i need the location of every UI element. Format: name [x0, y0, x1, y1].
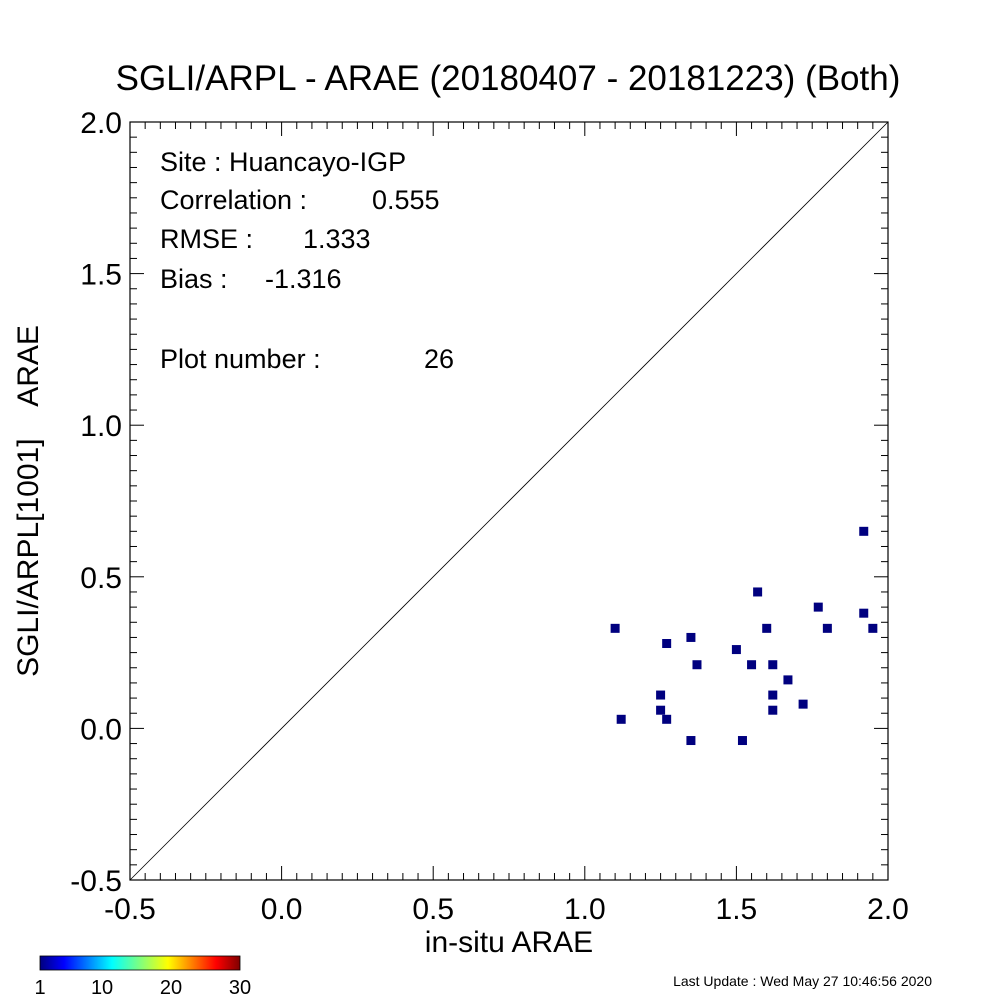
colorbar-tick-label: 1 — [34, 977, 45, 999]
x-tick-label: 0.5 — [412, 893, 454, 926]
data-point — [753, 587, 763, 597]
last-update: Last Update : Wed May 27 10:46:56 2020 — [673, 973, 932, 989]
data-point — [731, 645, 741, 655]
data-point — [768, 690, 778, 700]
bias-label: Bias : — [160, 264, 228, 294]
y-tick-label: 2.0 — [80, 107, 122, 140]
plot-number-label: Plot number : — [160, 344, 321, 374]
data-point — [768, 660, 778, 670]
data-point — [616, 714, 626, 724]
y-tick-label: 0.5 — [80, 562, 122, 595]
y-tick-label: 1.0 — [80, 410, 122, 443]
x-tick-label: 1.0 — [564, 893, 606, 926]
data-point — [656, 690, 666, 700]
x-tick-label: 2.0 — [867, 893, 909, 926]
data-point — [868, 623, 878, 633]
data-point — [747, 660, 757, 670]
stats-annotation: Site : Huancayo-IGP Correlation : 0.555 … — [160, 147, 454, 374]
data-point — [813, 602, 823, 612]
colorbar — [39, 955, 241, 971]
data-point — [656, 705, 666, 715]
colorbar-tick-labels: 1 10 20 30 — [34, 977, 251, 999]
correlation-label: Correlation : — [160, 185, 307, 215]
y-axis-label: SGLI/ARPL[1001] ARAE — [12, 325, 45, 677]
colorbar-tick-label: 10 — [91, 977, 113, 999]
y-tick-label: -0.5 — [70, 865, 122, 898]
data-point — [662, 639, 672, 649]
data-point — [610, 623, 620, 633]
data-point — [768, 705, 778, 715]
data-point — [686, 632, 696, 642]
x-tick-label: 1.5 — [716, 893, 758, 926]
colorbar-tick-label: 20 — [160, 977, 182, 999]
rmse-value: 1.333 — [303, 224, 371, 254]
colorbar-tick-label: 30 — [229, 977, 251, 999]
x-axis-label: in-situ ARAE — [425, 926, 593, 959]
data-point — [859, 608, 869, 618]
correlation-value: 0.555 — [372, 185, 440, 215]
data-point — [662, 714, 672, 724]
data-points — [610, 526, 878, 746]
data-point — [798, 699, 808, 709]
data-point — [686, 736, 696, 746]
one-to-one-line — [129, 121, 889, 881]
data-point — [822, 623, 832, 633]
plot-number-value: 26 — [424, 344, 454, 374]
x-tick-labels: -0.5 0.0 0.5 1.0 1.5 2.0 — [104, 893, 909, 926]
bias-value: -1.316 — [265, 264, 342, 294]
data-point — [859, 526, 869, 536]
chart-title: SGLI/ARPL - ARAE (20180407 - 20181223) (… — [116, 59, 901, 98]
y-tick-label: 0.0 — [80, 713, 122, 746]
x-tick-label: 0.0 — [261, 893, 303, 926]
data-point — [692, 660, 702, 670]
data-point — [762, 623, 772, 633]
y-tick-label: 1.5 — [80, 259, 122, 292]
x-tick-label: -0.5 — [104, 893, 156, 926]
site-text: Site : Huancayo-IGP — [160, 147, 406, 177]
data-point — [737, 736, 747, 746]
rmse-label: RMSE : — [160, 224, 253, 254]
y-tick-labels: -0.5 0.0 0.5 1.0 1.5 2.0 — [70, 107, 122, 898]
axis-ticks — [129, 121, 889, 881]
data-point — [783, 675, 793, 685]
